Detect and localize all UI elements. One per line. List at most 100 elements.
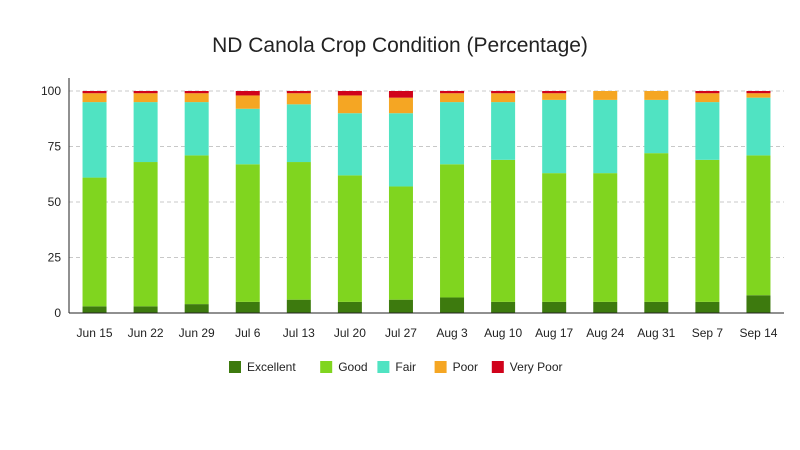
bar-segment (440, 102, 465, 165)
x-tick-label: Sep 7 (692, 326, 724, 340)
bar-segment (82, 91, 107, 94)
bar-segment (695, 102, 720, 160)
legend-label: Very Poor (510, 360, 563, 374)
x-tick-label: Sep 14 (739, 326, 777, 340)
bar-segment (133, 102, 158, 163)
bar-segment (491, 102, 516, 160)
bar-segment (440, 91, 465, 94)
bar-segment (695, 91, 720, 94)
bar-segment (542, 301, 567, 313)
bar-segment (440, 164, 465, 298)
legend-swatch (377, 361, 390, 373)
bar-segment (337, 175, 362, 302)
bar-segment (542, 93, 567, 100)
x-tick-label: Aug 31 (637, 326, 675, 340)
bar-segment (440, 93, 465, 103)
bar-segment (695, 301, 720, 313)
bar-segment (491, 91, 516, 94)
bar-segment (184, 304, 209, 313)
bar-segment (746, 97, 771, 156)
bar-segment (235, 95, 260, 109)
x-tick-label: Jul 13 (283, 326, 315, 340)
bar-segment (286, 299, 311, 313)
bar-segment (695, 93, 720, 103)
bar-segment (542, 173, 567, 302)
bar-segment (133, 162, 158, 307)
bar-segment (593, 99, 618, 174)
legend-label: Good (338, 360, 367, 374)
bar-segment (542, 91, 567, 94)
chart-title: ND Canola Crop Condition (Percentage) (212, 34, 588, 57)
bar-segment (235, 301, 260, 313)
bar-segment (388, 97, 413, 114)
y-tick-label: 100 (41, 84, 61, 98)
bar-segment (491, 159, 516, 302)
bar-segment (286, 91, 311, 94)
bar-segment (82, 93, 107, 103)
legend-swatch (320, 361, 333, 373)
bar-segment (388, 299, 413, 313)
bar-segment (337, 301, 362, 313)
bar-segment (644, 91, 669, 100)
x-tick-label: Jul 6 (235, 326, 261, 340)
bar-segment (388, 186, 413, 300)
y-tick-label: 75 (48, 140, 62, 154)
bar-segment (593, 301, 618, 313)
bar-segment (644, 301, 669, 313)
bar-segment (82, 306, 107, 313)
bar-segment (746, 295, 771, 313)
x-tick-label: Jun 29 (179, 326, 215, 340)
bar-segment (593, 173, 618, 302)
y-tick-label: 0 (54, 306, 61, 320)
bar-segment (235, 164, 260, 302)
bar-segment (184, 102, 209, 156)
x-tick-label: Jul 20 (334, 326, 366, 340)
y-tick-label: 50 (48, 195, 62, 209)
legend-swatch (434, 361, 447, 373)
bar-segment (542, 99, 567, 174)
x-tick-label: Aug 17 (535, 326, 573, 340)
bar-segment (337, 95, 362, 114)
bar-segment (746, 155, 771, 296)
bar-segment (184, 91, 209, 94)
bar-segment (286, 162, 311, 300)
bar-segment (184, 155, 209, 305)
bar-segment (133, 93, 158, 103)
bar-segment (491, 301, 516, 313)
bar-segment (133, 91, 158, 94)
legend-swatch (229, 361, 241, 373)
bar-segment (388, 91, 413, 98)
bar-segment (286, 104, 311, 163)
bar-segment (388, 113, 413, 187)
bar-segment (133, 306, 158, 313)
x-tick-label: Jun 15 (77, 326, 113, 340)
legend-label: Fair (395, 360, 416, 374)
x-tick-label: Aug 24 (586, 326, 624, 340)
x-tick-label: Jun 22 (128, 326, 164, 340)
bar-segment (337, 91, 362, 96)
bar-segment (491, 93, 516, 103)
bar-segment (82, 102, 107, 178)
legend-label: Poor (453, 360, 478, 374)
x-tick-label: Jul 27 (385, 326, 417, 340)
bar-segment (286, 93, 311, 105)
bar-segment (235, 91, 260, 96)
bar-segment (695, 159, 720, 302)
bar-segment (235, 108, 260, 165)
y-tick-label: 25 (48, 251, 62, 265)
bar-segment (440, 297, 465, 313)
bar-segment (82, 177, 107, 307)
bar-segment (644, 153, 669, 302)
legend-label: Excellent (247, 360, 296, 374)
bar-segment (746, 91, 771, 94)
bar-segment (746, 93, 771, 98)
x-tick-label: Aug 3 (436, 326, 468, 340)
bar-segment (593, 91, 618, 100)
x-tick-label: Aug 10 (484, 326, 522, 340)
bar-segment (184, 93, 209, 103)
bar-segment (644, 99, 669, 154)
bar-segment (337, 113, 362, 176)
legend-swatch (491, 361, 504, 373)
